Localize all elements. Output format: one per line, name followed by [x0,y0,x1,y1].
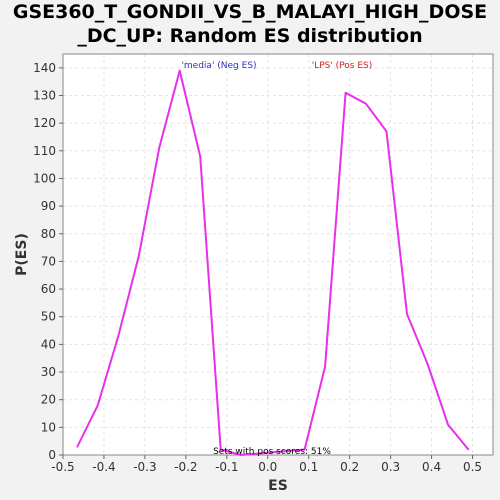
data-point [467,448,470,451]
y-tick-label: 70 [41,254,56,268]
data-point [385,130,388,133]
y-tick-label: 110 [33,144,56,158]
x-tick-label: -0.2 [174,460,197,474]
x-tick-label: 0.2 [340,460,359,474]
data-point [426,362,429,365]
legend-neg-label: 'media' (Neg ES) [181,61,256,71]
data-point [240,454,242,456]
x-tick-label: 0.3 [381,460,400,474]
data-point [324,365,326,368]
x-tick-label: 0.4 [422,460,441,474]
y-tick-label: 80 [41,227,56,241]
x-tick-label: -0.1 [215,460,238,474]
x-tick-label: -0.4 [92,460,115,474]
data-point [447,423,449,426]
data-point [365,102,367,105]
data-point [158,147,161,149]
y-tick-label: 90 [41,199,56,213]
plot-border [62,53,494,456]
data-point [303,448,306,451]
data-point [117,335,120,337]
plot-area [63,54,493,455]
y-tick-label: 20 [41,393,56,407]
y-tick-label: 40 [41,337,56,351]
x-tick-label: -0.3 [133,460,156,474]
y-tick-label: 10 [41,420,56,434]
series-line [76,69,470,456]
y-tick-label: 130 [33,88,56,102]
data-point [219,448,222,451]
data-point [76,445,79,448]
y-tick-label: 0 [48,448,56,462]
y-tick-label: 100 [33,171,56,185]
y-axis-title: P(ES) [14,233,30,276]
x-tick-label: 0.1 [299,460,318,474]
y-tick-label: 140 [33,61,56,75]
data-point [344,91,347,94]
x-tick-label: -0.5 [51,460,74,474]
pos-scores-annotation: Sets with pos scores: 51% [213,447,331,457]
chart-title: GSE360_T_GONDII_VS_B_MALAYI_HIGH_DOSE _D… [12,1,488,47]
y-tick-label: 30 [41,365,56,379]
data-point [199,155,201,158]
y-tick-label: 120 [33,116,56,130]
data-point [137,255,140,257]
data-point [178,69,181,72]
x-tick-label: 0.0 [258,460,277,474]
data-point [406,313,408,315]
data-point [97,404,99,407]
y-tick-label: 60 [41,282,56,296]
x-tick-label: 0.5 [463,460,482,474]
x-axis-title: ES [268,478,288,494]
y-tick-label: 50 [41,310,56,324]
legend-pos-label: 'LPS' (Pos ES) [312,61,373,71]
